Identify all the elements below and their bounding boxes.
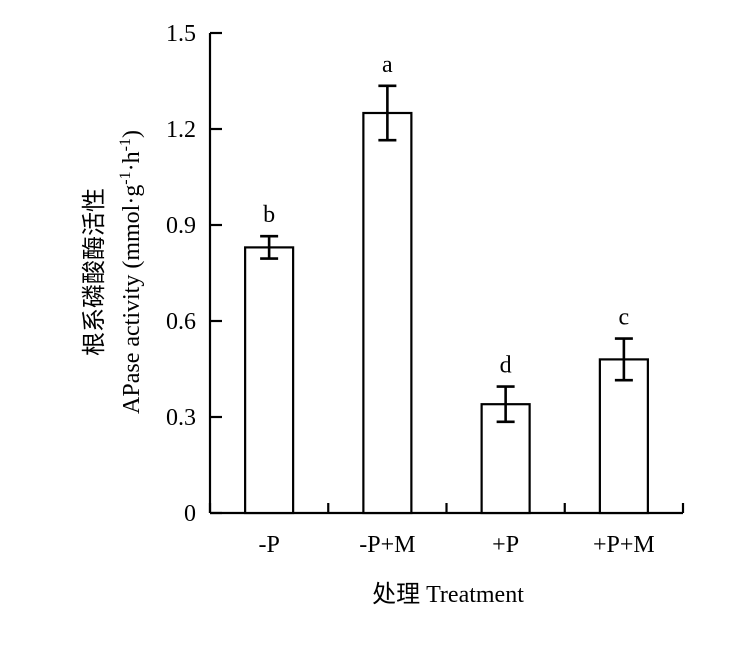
y-tick-label: 0.9 (166, 213, 196, 239)
y-tick-label: 0.6 (166, 309, 196, 335)
y-axis-title-en: APase activity (mmol·g-1·h-1) (117, 130, 145, 414)
significance-label: b (263, 202, 275, 228)
x-tick-label: +P (492, 532, 519, 558)
y-axis-title-en-main: APase activity (mmol·g (119, 185, 145, 414)
y-tick-label: 0.3 (166, 405, 196, 431)
y-tick-label: 1.5 (166, 21, 196, 47)
y-axis-title-en-sup2: -1 (117, 138, 134, 151)
y-axis-title-cn: 根系磷酸酶活性 (81, 188, 108, 356)
bar (244, 246, 295, 515)
y-tick-label: 1.2 (166, 117, 196, 143)
x-tick-label: +P+M (593, 532, 655, 558)
y-axis-title-en-sup1: -1 (117, 171, 134, 184)
significance-label: c (619, 305, 630, 331)
significance-label: d (500, 353, 512, 379)
y-axis-title-en-end: ) (119, 130, 145, 138)
bars: b -P a -P+M d +P c +P+M (244, 52, 655, 558)
x-tick-label: -P+M (359, 532, 415, 558)
y-tick-label: 0 (184, 501, 196, 527)
y-axis-title-en-mid: ·h (119, 151, 145, 171)
bar (598, 358, 649, 515)
bar (362, 111, 413, 515)
y-axis: 0 0.3 0.6 0.9 1.2 1.5 (166, 21, 222, 527)
x-tick-label: -P (258, 532, 279, 558)
x-axis-title: 处理 Treatment (372, 581, 524, 608)
significance-label: a (382, 52, 393, 78)
